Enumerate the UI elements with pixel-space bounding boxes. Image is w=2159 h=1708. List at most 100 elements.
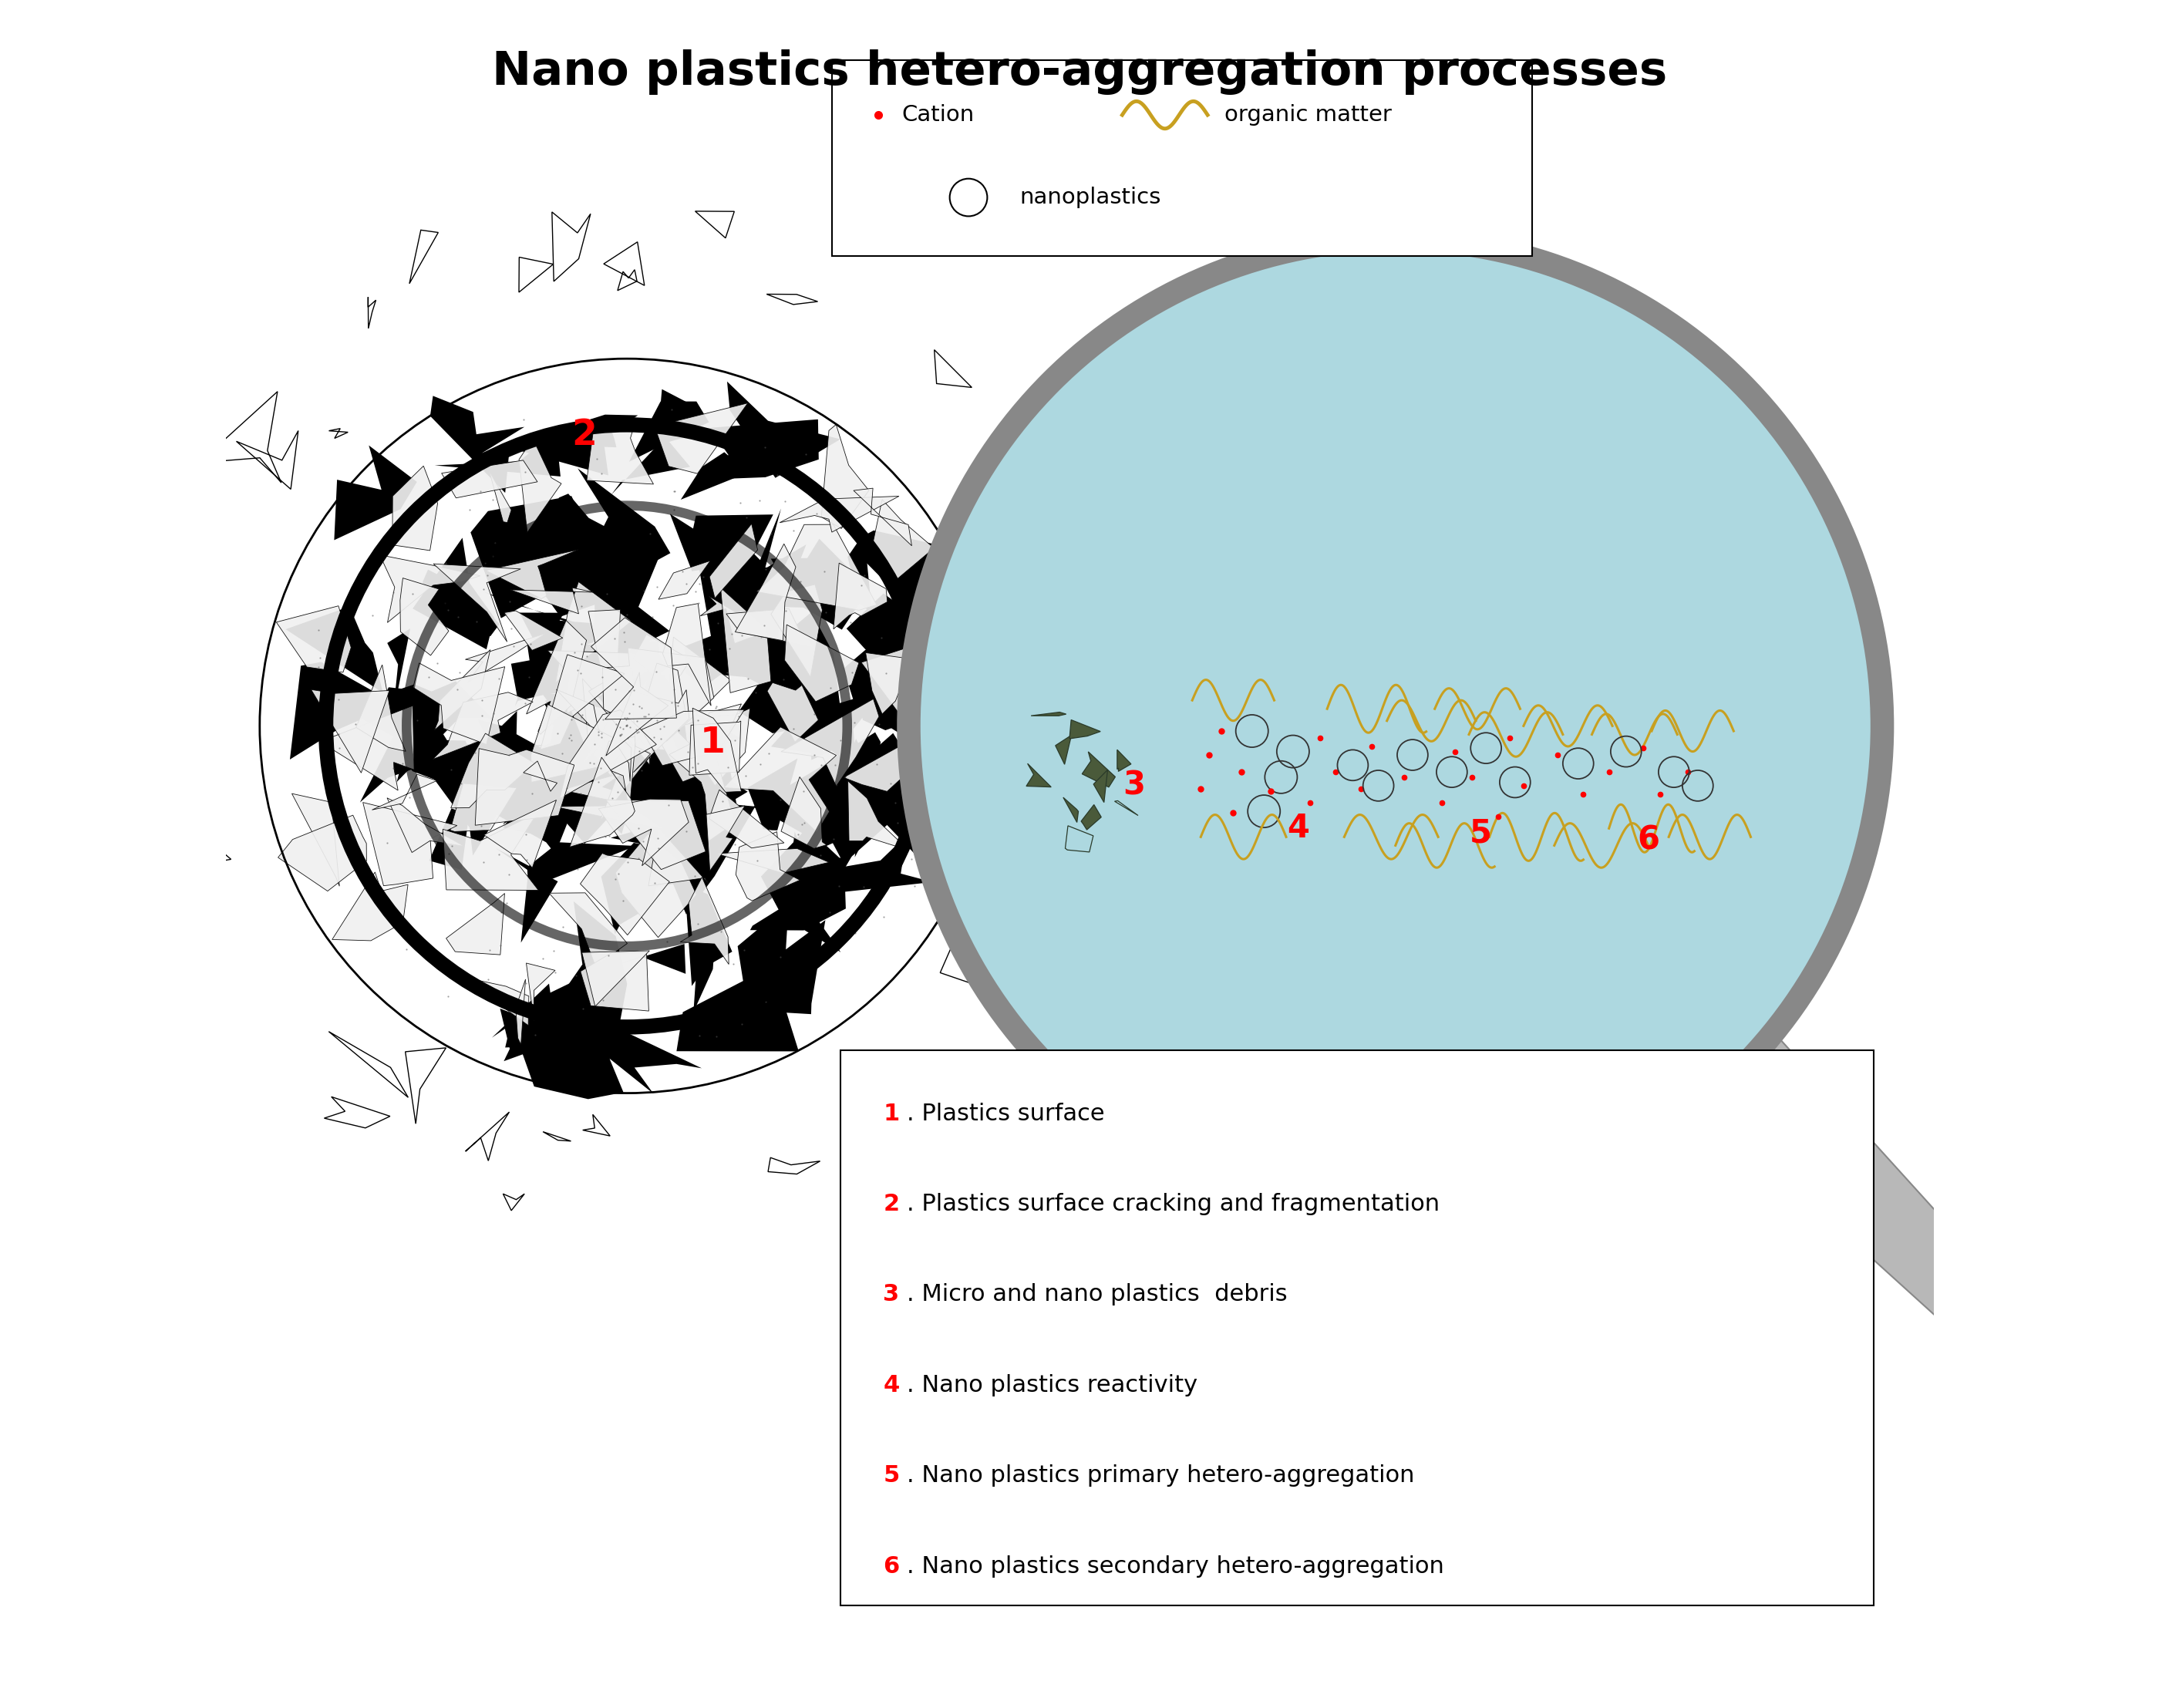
Polygon shape [728,381,840,478]
Polygon shape [518,729,622,796]
Polygon shape [1092,770,1108,803]
Polygon shape [553,724,635,741]
FancyBboxPatch shape [840,1050,1874,1606]
Polygon shape [555,806,665,830]
Polygon shape [561,615,667,675]
Polygon shape [717,849,829,873]
Polygon shape [576,726,654,834]
Polygon shape [512,649,641,700]
Polygon shape [628,401,708,461]
Polygon shape [1056,734,1071,765]
Polygon shape [438,729,587,854]
Polygon shape [311,690,389,772]
Polygon shape [712,589,799,654]
Text: . Nano plastics primary hetero-aggregation: . Nano plastics primary hetero-aggregati… [907,1464,1414,1488]
Polygon shape [544,690,667,770]
Polygon shape [548,651,652,714]
Polygon shape [846,593,959,702]
Circle shape [909,239,1883,1213]
Text: 3: 3 [1123,770,1144,801]
Text: 5: 5 [1470,818,1492,849]
Polygon shape [430,396,525,494]
Polygon shape [538,523,669,651]
Polygon shape [613,702,678,770]
Polygon shape [855,738,881,857]
Polygon shape [753,733,885,847]
Polygon shape [676,967,799,1052]
Polygon shape [434,432,561,477]
Polygon shape [615,834,697,938]
Polygon shape [574,700,663,840]
Polygon shape [576,671,615,786]
Polygon shape [728,904,825,1015]
Polygon shape [607,681,652,738]
Polygon shape [466,634,546,683]
Polygon shape [607,799,706,869]
Text: 1: 1 [700,726,725,760]
Polygon shape [374,685,494,717]
Polygon shape [563,642,663,722]
Polygon shape [386,798,464,852]
Polygon shape [531,704,628,782]
Polygon shape [633,690,689,772]
Polygon shape [639,637,732,729]
Polygon shape [497,849,557,943]
Text: organic matter: organic matter [1224,104,1393,126]
Polygon shape [555,582,633,683]
Polygon shape [397,740,477,791]
Polygon shape [546,646,620,786]
Circle shape [950,179,987,217]
Polygon shape [766,683,818,741]
Text: 2: 2 [883,1192,900,1216]
Polygon shape [581,680,633,765]
Text: nanoplastics: nanoplastics [1019,186,1162,208]
Polygon shape [745,509,805,630]
Polygon shape [412,538,494,649]
Polygon shape [427,681,494,721]
Polygon shape [451,733,535,808]
Polygon shape [542,692,646,734]
Polygon shape [527,963,555,1021]
Polygon shape [505,611,563,651]
Polygon shape [710,552,762,642]
Polygon shape [494,494,622,617]
Polygon shape [516,979,525,1045]
Polygon shape [289,663,397,760]
Polygon shape [861,635,948,714]
Polygon shape [864,531,954,611]
Polygon shape [782,777,827,849]
Text: 5: 5 [883,1464,900,1488]
Polygon shape [462,977,529,1025]
Polygon shape [548,695,654,818]
Polygon shape [548,893,628,965]
Polygon shape [615,733,630,781]
Polygon shape [697,704,741,775]
Polygon shape [771,699,859,753]
Polygon shape [363,803,458,886]
Polygon shape [786,832,853,953]
Polygon shape [684,885,732,986]
Polygon shape [738,611,842,733]
Polygon shape [477,711,516,798]
Polygon shape [680,453,747,500]
Text: 2: 2 [572,418,596,453]
Polygon shape [833,564,887,629]
Text: . Nano plastics reactivity: . Nano plastics reactivity [907,1373,1198,1397]
Polygon shape [749,828,846,931]
Polygon shape [810,835,933,895]
Polygon shape [689,721,741,775]
Polygon shape [654,403,747,473]
Polygon shape [611,437,691,495]
Polygon shape [848,781,909,851]
Polygon shape [641,709,745,765]
Polygon shape [620,734,723,845]
Polygon shape [451,784,516,832]
Polygon shape [501,1008,555,1061]
Polygon shape [1589,919,2159,1532]
Polygon shape [607,675,704,741]
Polygon shape [484,799,557,868]
Polygon shape [510,588,594,613]
Polygon shape [386,629,410,716]
Polygon shape [490,471,512,523]
Polygon shape [1082,804,1101,830]
